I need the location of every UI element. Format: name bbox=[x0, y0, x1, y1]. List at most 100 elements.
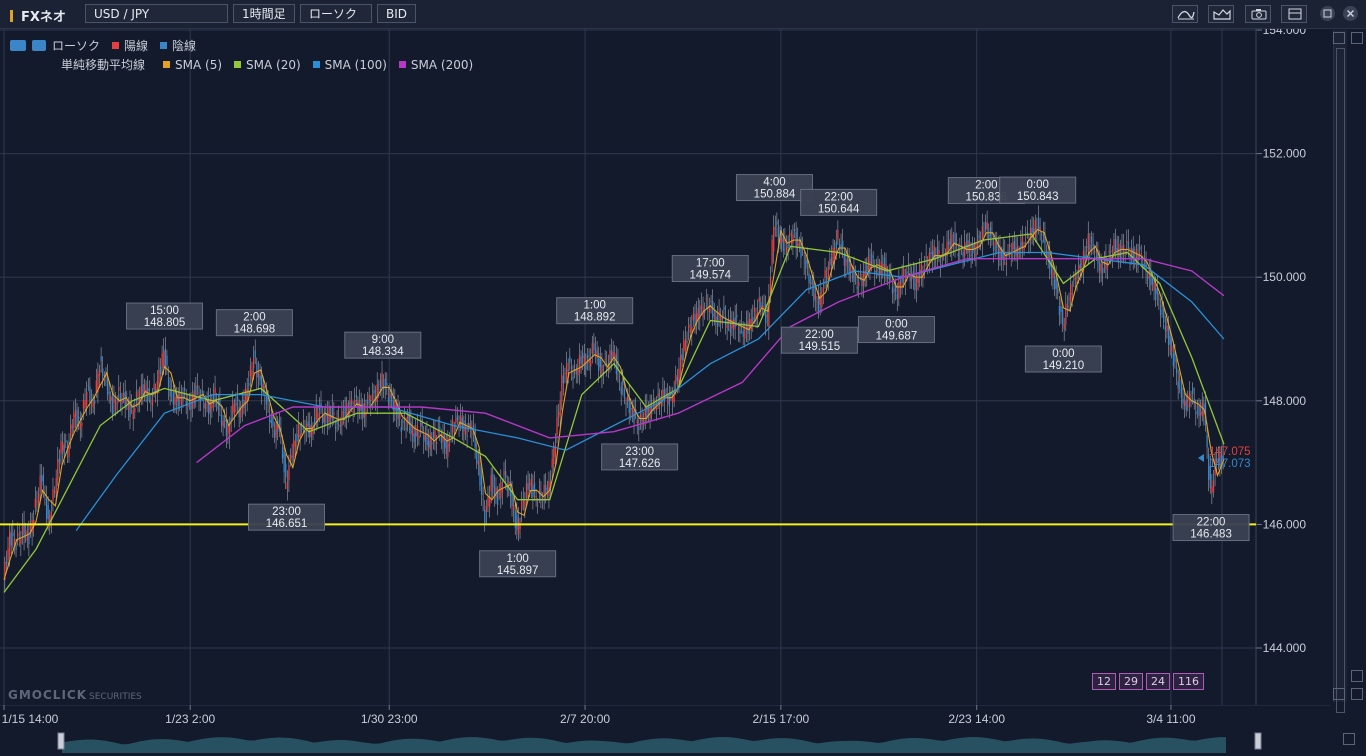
candle-body bbox=[1171, 346, 1173, 353]
candle-body bbox=[858, 282, 860, 287]
candle-body bbox=[9, 530, 11, 555]
price-type-select[interactable]: BID bbox=[377, 4, 417, 23]
zoom-in-icon[interactable] bbox=[1351, 32, 1363, 44]
candle-body bbox=[675, 374, 677, 385]
indicator-icon[interactable] bbox=[1172, 5, 1198, 23]
annotation-time: 22:00 bbox=[1197, 517, 1226, 529]
candle-body bbox=[222, 420, 224, 427]
legend-sma100-label: SMA (100) bbox=[324, 57, 387, 72]
camera-icon[interactable] bbox=[1245, 5, 1271, 23]
scroll-down-icon[interactable] bbox=[1333, 688, 1345, 700]
candle-body bbox=[1070, 284, 1072, 302]
candle-body bbox=[1097, 249, 1099, 264]
candle-body bbox=[638, 426, 640, 431]
candle-body bbox=[1031, 227, 1033, 233]
price-chart[interactable]: 154.000 152.000 150.000 148.000 146.000 144.0… bbox=[0, 29, 1330, 705]
candle-body bbox=[818, 296, 820, 314]
candle-body bbox=[997, 248, 1000, 259]
candle-body bbox=[1121, 245, 1123, 250]
period-badge[interactable]: 12 bbox=[1092, 673, 1116, 690]
toolbar: FXネオ USD / JPY 1時間足 ローソク BID bbox=[0, 0, 1366, 29]
candle-body bbox=[716, 315, 719, 327]
candle-body bbox=[227, 426, 229, 434]
candle-body bbox=[567, 369, 569, 372]
candle-body bbox=[368, 394, 370, 401]
candle-body bbox=[665, 393, 667, 395]
collapse-icon[interactable] bbox=[32, 40, 46, 51]
candle-body bbox=[127, 404, 130, 411]
legend-sma20-label: SMA (20) bbox=[246, 57, 301, 72]
maximize-icon[interactable] bbox=[1320, 6, 1335, 21]
candle-body bbox=[469, 422, 471, 427]
candle-body bbox=[477, 461, 480, 465]
candle-body bbox=[1180, 381, 1183, 398]
x-tick-label: 2/15 17:00 bbox=[753, 712, 810, 726]
draw-icon[interactable] bbox=[1208, 5, 1234, 23]
candle-body bbox=[506, 486, 508, 491]
candle-body bbox=[1082, 251, 1085, 272]
period-badge[interactable]: 116 bbox=[1173, 673, 1204, 690]
annotation-price: 150.884 bbox=[754, 189, 796, 201]
timeframe-select[interactable]: 1時間足 bbox=[233, 4, 295, 23]
candle-body bbox=[1126, 241, 1128, 243]
scroll-thumb[interactable] bbox=[1336, 48, 1345, 713]
reset-zoom-icon[interactable] bbox=[1351, 688, 1363, 700]
close-icon[interactable] bbox=[1343, 6, 1358, 21]
symbol-select[interactable]: USD / JPY bbox=[85, 4, 228, 23]
candle-body bbox=[609, 350, 611, 361]
candle-body bbox=[1161, 304, 1163, 308]
candle-body bbox=[590, 360, 592, 367]
candle-body bbox=[1195, 411, 1197, 415]
candle-body bbox=[612, 352, 614, 357]
candle-body bbox=[1113, 239, 1115, 252]
candle-body bbox=[58, 458, 61, 462]
vertical-scrollbar[interactable] bbox=[1333, 30, 1347, 713]
candle-body bbox=[150, 402, 152, 404]
candle-body bbox=[1102, 268, 1104, 274]
candle-body bbox=[418, 435, 420, 439]
comment-icon[interactable] bbox=[10, 40, 26, 51]
fit-icon[interactable] bbox=[1343, 733, 1355, 745]
annotation-box bbox=[735, 174, 813, 202]
candle-body bbox=[718, 311, 720, 315]
candle-body bbox=[594, 348, 597, 354]
candle-body bbox=[98, 369, 101, 377]
candle-body bbox=[106, 375, 109, 396]
candle-body bbox=[959, 250, 961, 251]
period-badge[interactable]: 24 bbox=[1146, 673, 1170, 690]
zoom-out-icon[interactable] bbox=[1351, 670, 1363, 682]
candle-body bbox=[278, 419, 280, 432]
annotation-time: 4:00 bbox=[763, 177, 785, 189]
scroll-up-icon[interactable] bbox=[1333, 32, 1345, 44]
candle-body bbox=[1150, 270, 1152, 286]
period-badge[interactable]: 29 bbox=[1119, 673, 1143, 690]
time-navigator[interactable]: 1/15 14:00 1/23 2:00 1/30 23:00 2/7 20:00 2/… bbox=[0, 705, 1330, 756]
candle-body bbox=[951, 234, 953, 249]
candle-body bbox=[143, 384, 146, 392]
candle-body bbox=[272, 417, 274, 427]
candle-body bbox=[37, 493, 40, 505]
candle-body bbox=[94, 400, 96, 404]
candle-body bbox=[1045, 250, 1048, 260]
legend-candle-label: ローソク bbox=[52, 39, 101, 53]
candle-body bbox=[792, 234, 794, 244]
candle-body bbox=[962, 252, 964, 257]
chart-type-select[interactable]: ローソク bbox=[300, 4, 372, 23]
window-icon[interactable] bbox=[1281, 5, 1307, 23]
candle-body bbox=[606, 363, 608, 365]
